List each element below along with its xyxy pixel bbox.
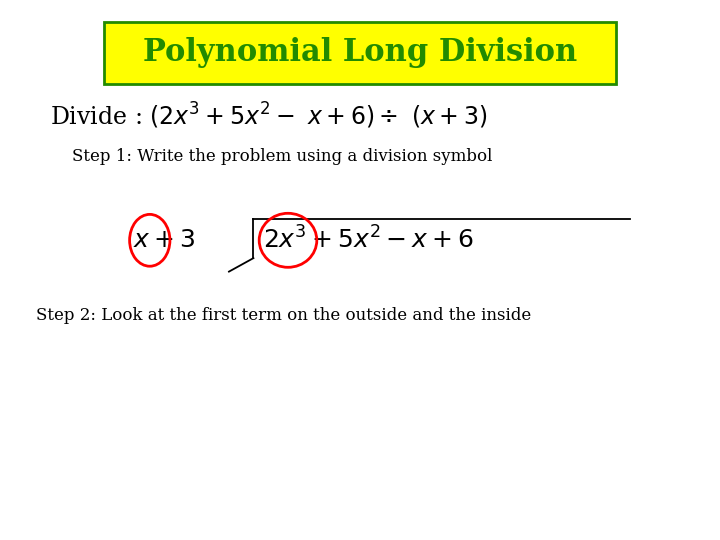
Text: Divide : $(2x^3 + 5x^2 -\ x + 6) \div\ (x + 3)$: Divide : $(2x^3 + 5x^2 -\ x + 6) \div\ (… <box>50 101 487 131</box>
Text: Polynomial Long Division: Polynomial Long Division <box>143 37 577 68</box>
Text: $2x^3+5x^2-x+6$: $2x^3+5x^2-x+6$ <box>263 227 473 254</box>
Text: Step 2: Look at the first term on the outside and the inside: Step 2: Look at the first term on the ou… <box>36 307 531 325</box>
Text: $x+3$: $x+3$ <box>133 229 195 252</box>
Text: Step 1: Write the problem using a division symbol: Step 1: Write the problem using a divisi… <box>72 148 492 165</box>
